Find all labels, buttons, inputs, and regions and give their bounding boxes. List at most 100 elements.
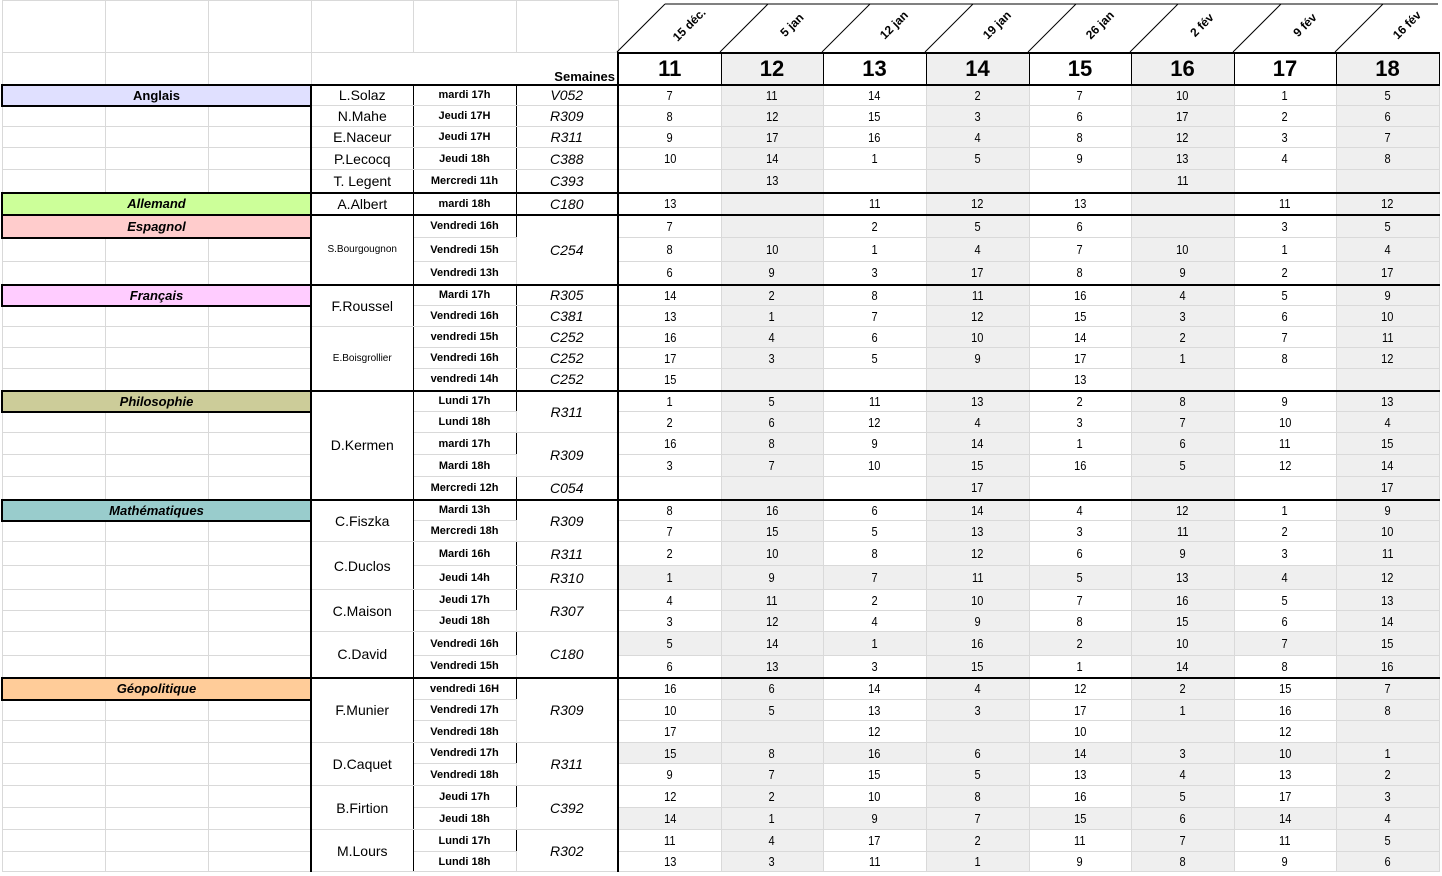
group-number-cell[interactable] (925, 169, 1030, 193)
group-number-cell[interactable]: 7 (1028, 237, 1132, 262)
group-number-cell[interactable]: 5 (925, 147, 1030, 170)
group-number-cell[interactable]: 4 (1335, 411, 1440, 433)
group-number-cell[interactable]: 2 (1335, 763, 1440, 786)
group-number-cell[interactable]: 1 (1233, 498, 1337, 521)
group-number-cell[interactable]: 2 (1130, 326, 1235, 348)
group-number-cell[interactable]: 11 (617, 829, 722, 852)
group-number-cell[interactable]: 1 (1130, 347, 1235, 369)
empty-cell[interactable] (207, 829, 312, 852)
class-time[interactable]: Vendredi 17h (412, 699, 517, 721)
group-number-cell[interactable]: 7 (1130, 411, 1235, 433)
empty-cell[interactable] (104, 261, 209, 285)
class-time[interactable]: Vendredi 15h (412, 237, 517, 262)
group-number-cell[interactable]: 9 (1335, 498, 1440, 521)
group-number-cell[interactable]: 3 (925, 699, 1030, 721)
group-number-cell[interactable]: 9 (822, 807, 927, 830)
group-number-cell[interactable]: 7 (925, 807, 1030, 830)
group-number-cell[interactable]: 5 (720, 699, 824, 721)
group-number-cell[interactable] (1233, 476, 1337, 500)
teacher-name[interactable]: P.Lecocq (310, 147, 414, 170)
empty-cell[interactable] (1, 476, 106, 500)
group-number-cell[interactable] (617, 169, 722, 193)
empty-cell[interactable] (207, 785, 312, 808)
group-number-cell[interactable]: 12 (1130, 126, 1235, 148)
group-number-cell[interactable]: 15 (1335, 631, 1440, 656)
group-number-cell[interactable]: 11 (822, 851, 927, 872)
group-number-cell[interactable]: 7 (617, 213, 722, 238)
week-number-11[interactable]: 11 (617, 51, 722, 86)
group-number-cell[interactable]: 4 (720, 829, 824, 852)
group-number-cell[interactable]: 13 (617, 305, 722, 327)
group-number-cell[interactable]: 8 (1233, 347, 1337, 369)
empty-cell[interactable] (207, 326, 312, 348)
empty-cell[interactable] (207, 541, 312, 566)
section-label-3[interactable]: Français (1, 283, 312, 307)
group-number-cell[interactable]: 8 (925, 785, 1030, 808)
group-number-cell[interactable]: 9 (1028, 851, 1132, 872)
room-code[interactable]: R307 (515, 589, 619, 632)
group-number-cell[interactable]: 10 (1335, 520, 1440, 542)
class-time[interactable]: Vendredi 13h (412, 261, 517, 285)
empty-cell[interactable] (207, 237, 312, 262)
group-number-cell[interactable]: 16 (1028, 454, 1132, 477)
group-number-cell[interactable] (1130, 213, 1235, 238)
empty-cell[interactable] (207, 105, 312, 127)
group-number-cell[interactable] (720, 368, 824, 391)
class-time[interactable]: Mercredi 18h (412, 520, 517, 542)
group-number-cell[interactable]: 17 (617, 347, 722, 369)
class-time[interactable]: vendredi 15h (412, 326, 517, 348)
group-number-cell[interactable]: 14 (617, 807, 722, 830)
group-number-cell[interactable]: 14 (822, 83, 927, 106)
group-number-cell[interactable]: 4 (1233, 147, 1337, 170)
empty-cell[interactable] (207, 655, 312, 678)
teacher-name[interactable]: C.David (310, 631, 414, 678)
empty-cell[interactable] (1, 454, 106, 477)
class-time[interactable]: Lundi 18h (412, 851, 517, 872)
group-number-cell[interactable]: 1 (822, 631, 927, 656)
empty-cell[interactable] (1, 699, 106, 721)
teacher-name[interactable]: S.Bourgougnon (310, 213, 414, 285)
group-number-cell[interactable]: 1 (822, 147, 927, 170)
group-number-cell[interactable]: 17 (1335, 476, 1440, 500)
empty-cell[interactable] (207, 589, 312, 611)
week-number-18[interactable]: 18 (1335, 51, 1440, 86)
class-time[interactable]: Mercredi 11h (412, 169, 517, 193)
group-number-cell[interactable]: 13 (1335, 389, 1440, 412)
group-number-cell[interactable]: 6 (1028, 541, 1132, 566)
empty-cell[interactable] (104, 432, 209, 455)
room-code[interactable]: R311 (515, 126, 619, 148)
room-code[interactable]: C381 (515, 305, 619, 327)
group-number-cell[interactable]: 3 (822, 261, 927, 285)
room-code[interactable]: R309 (515, 432, 619, 477)
empty-cell[interactable] (1, 589, 106, 611)
empty-cell[interactable] (1, 105, 106, 127)
group-number-cell[interactable]: 15 (925, 655, 1030, 678)
group-number-cell[interactable]: 10 (1028, 720, 1132, 743)
empty-cell[interactable] (1, 565, 106, 590)
empty-cell[interactable] (207, 126, 312, 148)
group-number-cell[interactable]: 8 (617, 105, 722, 127)
empty-cell[interactable] (207, 411, 312, 433)
group-number-cell[interactable]: 9 (925, 347, 1030, 369)
group-number-cell[interactable]: 10 (1130, 237, 1235, 262)
group-number-cell[interactable]: 5 (720, 389, 824, 412)
group-number-cell[interactable]: 16 (1028, 785, 1132, 808)
class-time[interactable]: Jeudi 18h (412, 610, 517, 632)
group-number-cell[interactable]: 9 (1028, 147, 1132, 170)
group-number-cell[interactable] (1130, 720, 1235, 743)
group-number-cell[interactable]: 13 (720, 655, 824, 678)
group-number-cell[interactable]: 7 (1028, 83, 1132, 106)
group-number-cell[interactable]: 1 (1028, 432, 1132, 455)
group-number-cell[interactable]: 16 (720, 498, 824, 521)
group-number-cell[interactable]: 3 (617, 454, 722, 477)
group-number-cell[interactable]: 3 (822, 655, 927, 678)
group-number-cell[interactable]: 13 (617, 851, 722, 872)
group-number-cell[interactable]: 13 (617, 191, 722, 215)
group-number-cell[interactable]: 10 (1233, 411, 1337, 433)
group-number-cell[interactable]: 10 (1130, 631, 1235, 656)
room-code[interactable]: C252 (515, 347, 619, 369)
group-number-cell[interactable]: 1 (925, 851, 1030, 872)
empty-cell[interactable] (207, 147, 312, 170)
group-number-cell[interactable]: 9 (822, 432, 927, 455)
empty-cell[interactable] (104, 126, 209, 148)
